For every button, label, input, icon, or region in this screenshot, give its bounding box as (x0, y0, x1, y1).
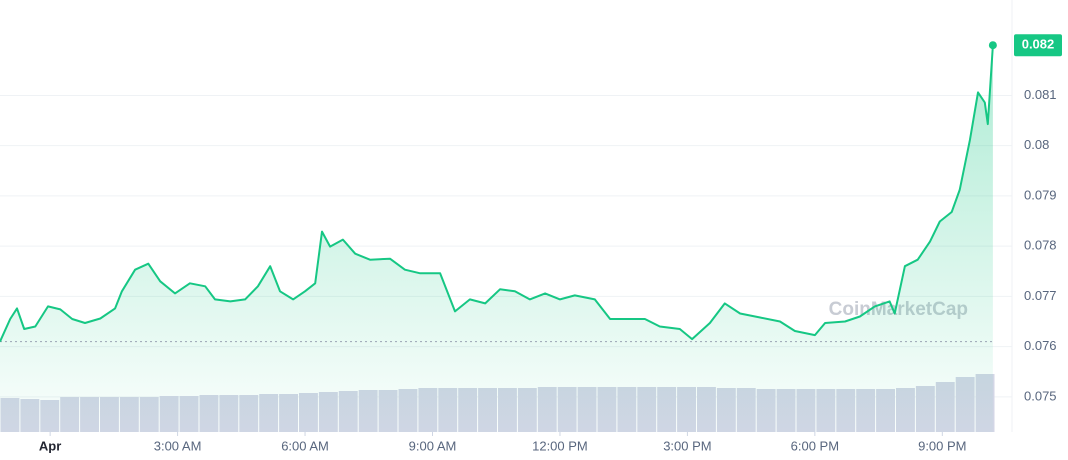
x-tick-label: 6:00 PM (791, 438, 839, 453)
y-tick-label: 0.079 (1024, 187, 1057, 202)
y-tick-label: 0.08 (1024, 137, 1049, 152)
y-tick-label: 0.081 (1024, 87, 1057, 102)
x-tick-label: 9:00 PM (918, 438, 966, 453)
y-tick-label: 0.075 (1024, 388, 1057, 403)
y-tick-label: 0.076 (1024, 338, 1057, 353)
last-point (988, 41, 997, 50)
x-tick-label: 9:00 AM (409, 438, 457, 453)
price-badge-label: 0.082 (1022, 37, 1055, 52)
x-tick-label: 3:00 AM (154, 438, 202, 453)
price-line (0, 45, 994, 343)
price-badge (1014, 34, 1062, 57)
x-tick-label: 3:00 PM (663, 438, 711, 453)
x-tick-label: 12:00 PM (532, 438, 588, 453)
x-tick-label: 6:00 AM (281, 438, 329, 453)
y-tick-label: 0.078 (1024, 238, 1057, 253)
x-tick-label: Apr (39, 438, 61, 453)
y-tick-label: 0.077 (1024, 288, 1057, 303)
area-fill (0, 45, 993, 432)
